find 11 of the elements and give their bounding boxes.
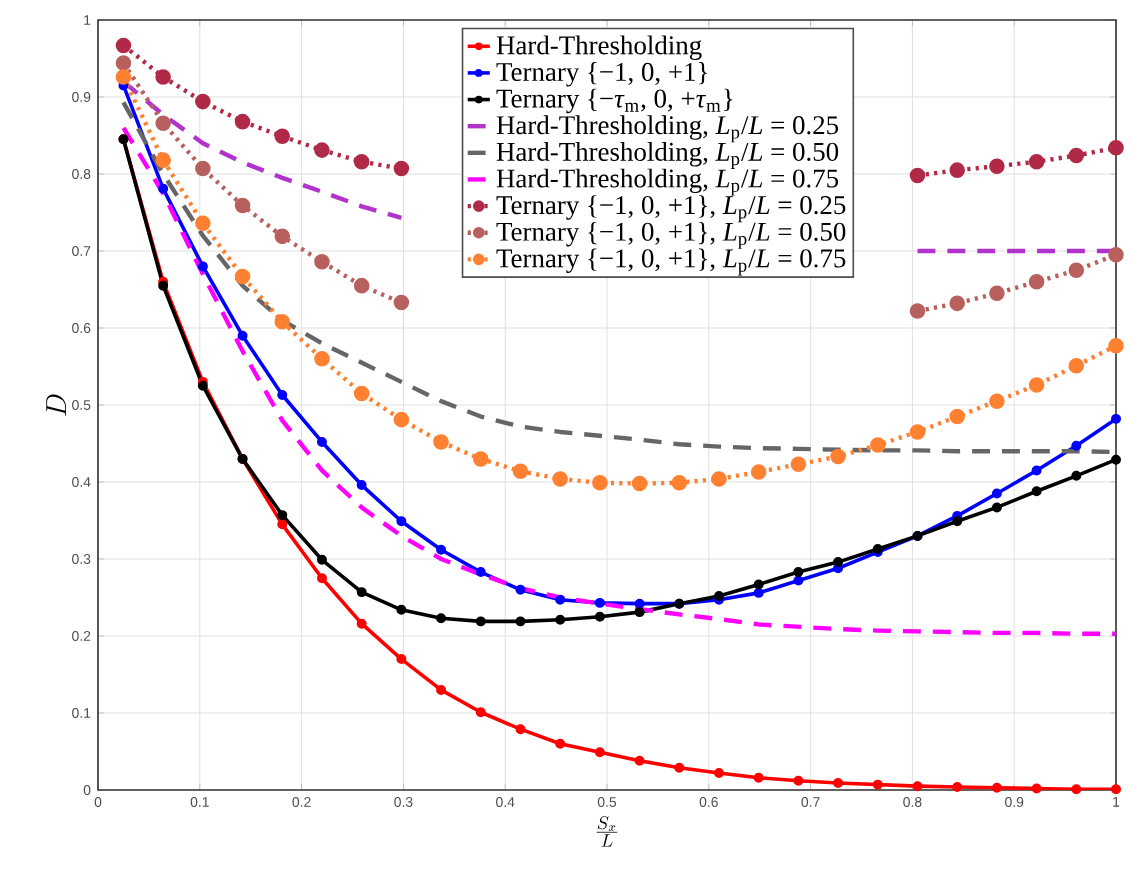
legend-label: Hard-Thresholding, L$_{p}$/L = 0.25 bbox=[496, 115, 839, 143]
legend-label: Hard-Thresholding, L$_{p}$/L = 0.50 bbox=[496, 142, 839, 169]
legend-label: Hard-Thresholding, L$_{p}$/L = 0.75 bbox=[496, 168, 839, 196]
y-axis-title: $D$ bbox=[46, 394, 66, 416]
legend-label: Ternary {−τ$_{m}$, 0, +τ$_{m}$} bbox=[496, 88, 733, 114]
legend-label: Ternary {−1, 0, +1}, L$_{p}$/L = 0.75 bbox=[496, 248, 846, 276]
legend-label: Ternary {−1, 0, +1} bbox=[496, 62, 707, 87]
x-axis-title: $\frac{S_x}{L}$ bbox=[596, 816, 618, 847]
legend-label: Ternary {−1, 0, +1}, L$_{p}$/L = 0.25 bbox=[496, 195, 846, 223]
legend-label: Hard-Thresholding bbox=[496, 35, 702, 60]
legend-label: Ternary {−1, 0, +1}, L$_{p}$/L = 0.50 bbox=[496, 221, 846, 249]
